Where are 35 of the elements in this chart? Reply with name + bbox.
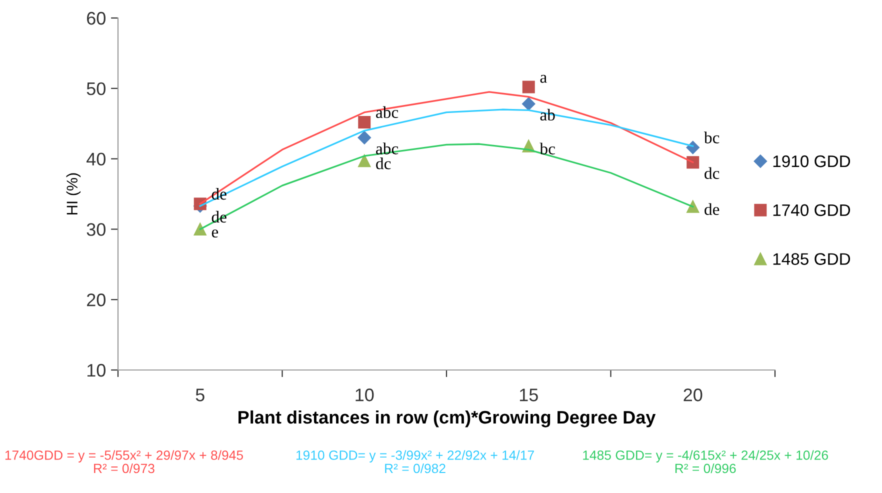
- point: [522, 80, 535, 94]
- x-tick-label: 10: [356, 388, 374, 402]
- data-label: bc: [704, 132, 720, 144]
- data-label: de: [704, 203, 720, 216]
- y-axis-title: HI (%): [66, 173, 81, 214]
- legend-label: 1740 GDD: [773, 204, 850, 216]
- x-tick-label: 20: [684, 388, 702, 402]
- point: [522, 97, 536, 110]
- point: [194, 222, 206, 236]
- text: 1910 GDD= y = -3/99x² + 22/92x + 14/17 R² = 0/982: [296, 450, 534, 474]
- point: [358, 154, 371, 168]
- y-tick-label: 50: [86, 82, 106, 96]
- y-tick-label: 30: [86, 223, 106, 236]
- data-label: e: [212, 230, 218, 238]
- x-axis-title: Plant distances in row (cm)*Growing Degree Day: [238, 410, 656, 428]
- y-tick-label: 10: [87, 364, 106, 377]
- y-tick-label: 60: [87, 12, 106, 25]
- legend-label: 1485 GDD: [773, 253, 850, 265]
- point: [358, 116, 371, 128]
- data-label: dc: [704, 167, 720, 179]
- y-tick-label: 20: [87, 294, 106, 306]
- point: [686, 200, 700, 213]
- x-tick-label: 5: [196, 388, 204, 402]
- y-tick-label: 40: [86, 152, 106, 166]
- data-label: abc: [376, 106, 398, 118]
- point: [358, 131, 371, 144]
- text: 1740GDD = y = -5/55x² + 29/97x + 8/945 R² = 0/973: [5, 450, 243, 474]
- data-label: abc: [376, 142, 398, 154]
- x-tick-label: 15: [520, 388, 538, 402]
- data-label: dc: [376, 158, 391, 170]
- text: 1485 GDD= y = -4/615x² + 24/25x + 10/26 R² = 0/996: [583, 450, 828, 474]
- legend-label: 1910 GDD: [773, 155, 850, 168]
- data-label: a: [540, 74, 547, 83]
- data-label: bc: [540, 142, 555, 154]
- point: [686, 156, 700, 169]
